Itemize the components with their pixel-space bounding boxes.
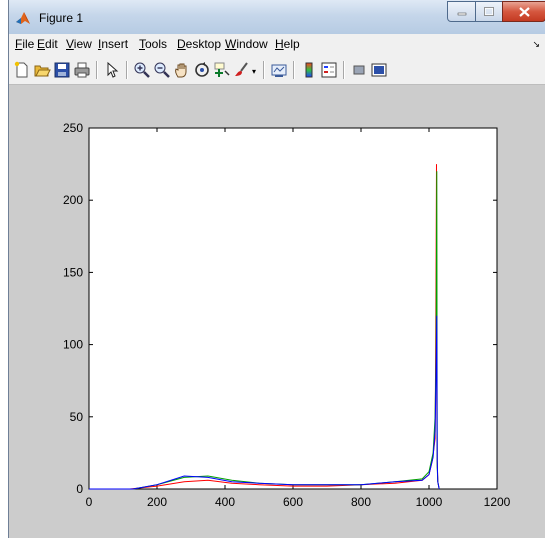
menu-bar: File Edit View Insert Tools Desktop Wind… (9, 34, 545, 53)
menu-view[interactable]: View (66, 37, 92, 51)
pan-icon[interactable] (173, 61, 191, 79)
new-figure-icon[interactable] (13, 61, 31, 79)
maximize-icon (484, 7, 494, 16)
window-title: Figure 1 (39, 11, 84, 25)
toolbar-separator (263, 61, 265, 79)
close-button[interactable] (502, 1, 545, 22)
figure-canvas: 0 200 400 600 800 1000 1200 0 50 100 150 200 250 (9, 85, 545, 538)
figure-toolbar: ▾ (9, 53, 545, 85)
y-tick-label: 100 (63, 338, 83, 352)
y-tick-label: 50 (70, 410, 84, 424)
y-tick-label: 250 (63, 121, 83, 135)
histogram-chart: 0 200 400 600 800 1000 1200 0 50 100 150 200 250 (63, 121, 511, 509)
x-tick-label: 800 (351, 495, 371, 509)
dock-arrow-icon[interactable]: ↘ (532, 39, 540, 49)
x-tick-label: 0 (86, 495, 93, 509)
plot-area[interactable] (89, 128, 497, 489)
y-tick-label: 200 (63, 193, 83, 207)
open-file-icon[interactable] (33, 61, 51, 79)
zoom-out-icon[interactable] (153, 61, 171, 79)
y-tick-label: 150 (63, 265, 83, 279)
edit-plot-icon[interactable] (103, 61, 121, 79)
toolbar-separator (343, 61, 345, 79)
maximize-button[interactable] (475, 1, 503, 22)
figure-window: Figure 1 File Edit View Insert Tools Des… (8, 0, 545, 538)
close-icon (518, 6, 530, 17)
legend-icon[interactable] (320, 61, 338, 79)
show-plot-tools-icon[interactable] (370, 61, 388, 79)
brush-icon[interactable] (233, 61, 251, 79)
menu-window[interactable]: Window (225, 37, 268, 51)
matlab-logo-icon (16, 12, 30, 24)
y-tick-label: 0 (76, 482, 83, 496)
zoom-in-icon[interactable] (133, 61, 151, 79)
series-line-2 (89, 315, 440, 490)
toolbar-separator (96, 61, 98, 79)
x-tick-label: 600 (283, 495, 303, 509)
menu-tools[interactable]: Tools (139, 37, 168, 51)
series-line-0 (89, 164, 440, 490)
hide-plot-tools-icon[interactable] (350, 61, 368, 79)
colorbar-icon[interactable] (300, 61, 318, 79)
save-icon[interactable] (53, 61, 71, 79)
menu-desktop[interactable]: Desktop (177, 37, 222, 51)
link-plot-icon[interactable] (270, 61, 288, 79)
menu-file[interactable]: File (15, 37, 35, 51)
series-line-1 (89, 171, 440, 490)
toolbar-separator (126, 61, 128, 79)
menu-edit[interactable]: Edit (37, 37, 58, 51)
title-bar[interactable]: Figure 1 (9, 0, 545, 34)
print-icon[interactable] (73, 61, 91, 79)
rotate-3d-icon[interactable] (193, 61, 211, 79)
x-tick-label: 1000 (416, 495, 443, 509)
toolbar-separator (293, 61, 295, 79)
menu-insert[interactable]: Insert (98, 37, 129, 51)
minimize-button[interactable] (447, 1, 476, 22)
data-cursor-icon[interactable] (213, 61, 231, 79)
menu-help[interactable]: Help (275, 37, 300, 51)
x-tick-label: 400 (215, 495, 235, 509)
minimize-icon (457, 12, 466, 15)
x-tick-label: 200 (147, 495, 167, 509)
brush-dropdown-icon[interactable]: ▾ (252, 67, 257, 76)
x-tick-label: 1200 (484, 495, 511, 509)
